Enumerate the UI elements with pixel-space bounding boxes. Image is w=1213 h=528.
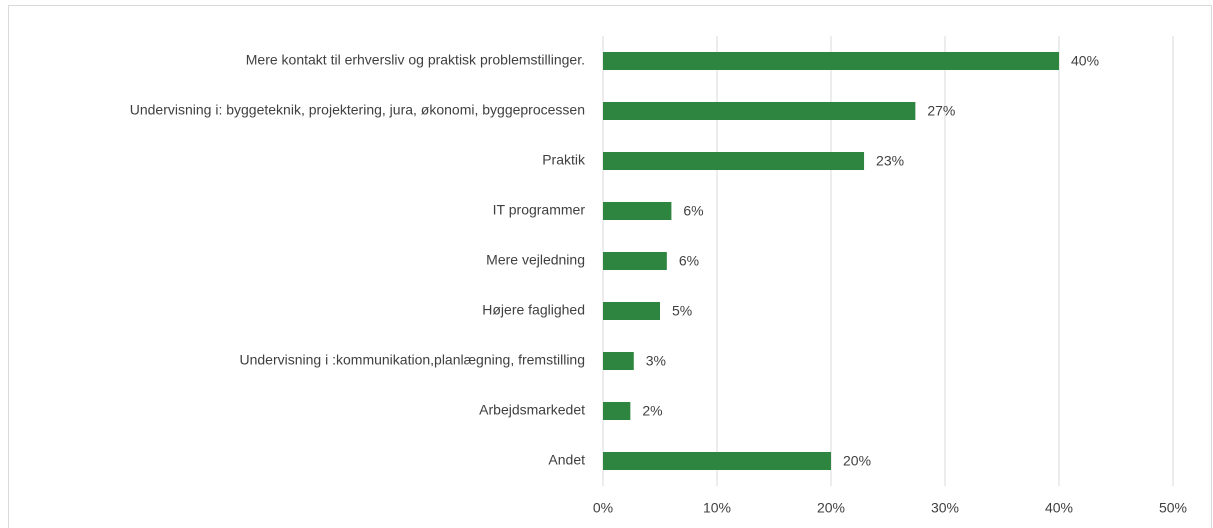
bar [603, 402, 631, 420]
value-label: 23% [876, 153, 904, 169]
value-label: 5% [672, 303, 692, 319]
bar [603, 152, 865, 170]
x-tick-label: 0% [593, 500, 613, 516]
y-tick-label: Andet [548, 452, 585, 468]
y-tick-label: Højere faglighed [482, 302, 585, 318]
y-tick-label: Undervisning i: byggeteknik, projekterin… [130, 102, 585, 118]
bar [603, 52, 1059, 70]
value-label: 27% [927, 103, 955, 119]
value-label: 2% [642, 403, 662, 419]
chart-frame [8, 5, 1212, 528]
value-label: 6% [683, 203, 703, 219]
bar [603, 352, 634, 370]
y-tick-label: Mere vejledning [486, 252, 585, 268]
bar [603, 102, 916, 120]
bar [603, 302, 660, 320]
y-tick-label: IT programmer [493, 202, 586, 218]
bar [603, 452, 831, 470]
y-tick-label: Arbejdsmarkedet [479, 402, 585, 418]
y-tick-label: Mere kontakt til erhversliv og praktisk … [246, 52, 585, 68]
value-label: 3% [646, 353, 666, 369]
value-label: 20% [843, 453, 871, 469]
x-tick-label: 50% [1159, 500, 1187, 516]
x-tick-label: 10% [703, 500, 731, 516]
value-label: 40% [1071, 53, 1099, 69]
value-label: 6% [679, 253, 699, 269]
y-tick-label: Undervisning i :kommunikation,planlægnin… [240, 352, 586, 368]
x-tick-label: 40% [1045, 500, 1073, 516]
y-tick-label: Praktik [542, 152, 586, 168]
x-tick-label: 20% [817, 500, 845, 516]
bar [603, 252, 667, 270]
x-tick-label: 30% [931, 500, 959, 516]
bar [603, 202, 672, 220]
